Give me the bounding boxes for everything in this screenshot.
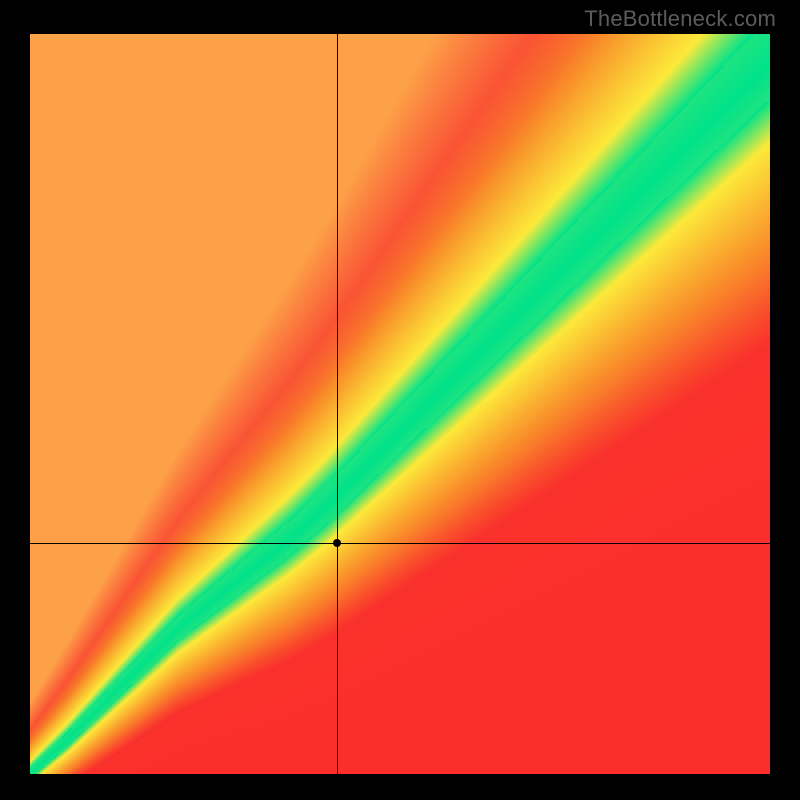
watermark-text: TheBottleneck.com — [584, 6, 776, 32]
plot-area — [30, 34, 770, 774]
heatmap-canvas — [30, 34, 770, 774]
crosshair-vertical — [337, 34, 338, 774]
crosshair-horizontal — [30, 543, 770, 544]
